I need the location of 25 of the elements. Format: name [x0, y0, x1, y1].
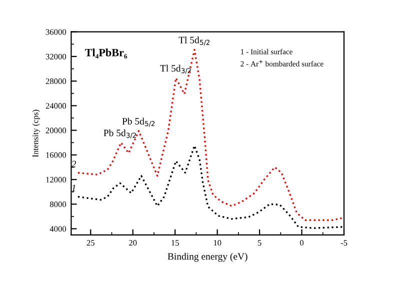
- line-series: [77, 48, 344, 221]
- y-tick-label: 4000: [50, 226, 66, 232]
- y-tick-label: 28000: [46, 78, 66, 84]
- x-axis-title: Binding energy (eV): [168, 252, 248, 262]
- annotation: 1: [72, 184, 76, 192]
- annotation: Pb 5d$_{5/2}$: [122, 118, 155, 127]
- x-tick-label: 10: [214, 240, 222, 246]
- y-tick-label: 36000: [46, 29, 66, 35]
- x-tick-label: 20: [129, 240, 137, 246]
- x-tick-label: -5: [340, 240, 348, 246]
- annotation: Tl 5d$_{3/2}$: [160, 64, 191, 74]
- y-tick-label: 20000: [46, 128, 66, 134]
- annotation: Pb 5d$_{3/2}$: [104, 129, 136, 138]
- x-tick-label: 5: [258, 240, 262, 246]
- x-tick-label: 25: [86, 240, 94, 246]
- annotation: Tl 5d$_{5/2}$: [178, 36, 210, 46]
- y-tick-label: 24000: [46, 103, 66, 109]
- y-axis-title: Intensity (cps): [32, 110, 40, 158]
- y-tick-label: 8000: [50, 201, 66, 208]
- y-tick-label: 12000: [46, 176, 66, 183]
- annotation: Tl₄PbBr₆: [85, 48, 128, 59]
- y-tick-label: 32000: [46, 54, 66, 60]
- y-tick-label: 16000: [46, 152, 66, 158]
- x-tick-label: 15: [172, 240, 179, 246]
- x-tick-label: 0: [300, 240, 304, 246]
